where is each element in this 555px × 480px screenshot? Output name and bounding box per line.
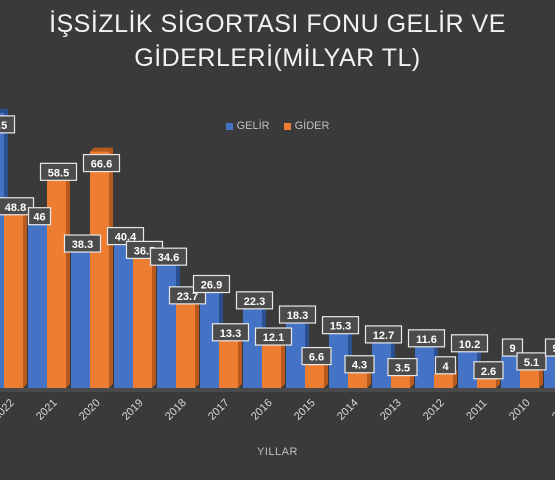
svg-text:9: 9	[509, 343, 515, 355]
svg-text:77.5: 77.5	[0, 120, 7, 132]
svg-text:12.1: 12.1	[263, 332, 284, 344]
x-tick-label-2014: 2014	[335, 397, 361, 423]
x-tick-label-2018: 2018	[163, 397, 189, 423]
svg-text:58.5: 58.5	[48, 167, 69, 179]
data-label-gider-2022: 48.8	[0, 197, 35, 216]
svg-text:22.3: 22.3	[244, 296, 265, 308]
data-label-gider-2013: 3.5	[387, 357, 418, 377]
svg-text:2.6: 2.6	[481, 366, 496, 378]
svg-text:48.8: 48.8	[5, 202, 26, 214]
legend-label-gider: GİDER	[294, 120, 330, 132]
data-label-gider-2014: 4.3	[344, 355, 375, 374]
legend-swatch-gider	[283, 122, 291, 130]
x-tick-label-2017: 2017	[206, 397, 232, 423]
svg-text:36.5: 36.5	[134, 245, 155, 257]
x-tick-label-2015: 2015	[292, 397, 318, 423]
svg-text:38.3: 38.3	[72, 239, 93, 251]
data-label-gelir-2022: 77.5	[0, 115, 16, 134]
data-label-gelir-2011: 10.2	[450, 334, 489, 353]
data-label-gider-2012: 4	[434, 356, 457, 375]
data-label-gelir-2018: 34.6	[149, 247, 188, 266]
svg-text:13.3: 13.3	[220, 328, 241, 340]
chart-title-line-2: GİDERLERİ(MİLYAR TL)	[134, 44, 421, 72]
x-tick-label-2021: 2021	[34, 397, 60, 423]
svg-text:40.4: 40.4	[115, 232, 137, 244]
bar-gider-2017	[219, 336, 242, 388]
data-label-gider-2011: 2.6	[473, 361, 504, 380]
data-label-gelir-2014: 15.3	[321, 316, 360, 335]
data-label-gelir-2013: 12.7	[364, 325, 403, 344]
bar-gider-2016	[262, 341, 285, 388]
svg-text:5.1: 5.1	[524, 357, 539, 369]
data-label-gider-2020: 66.6	[82, 153, 121, 173]
bar-gider-2019	[133, 254, 156, 388]
data-label-gelir-2021: 46	[27, 207, 52, 226]
chart-floor	[0, 388, 555, 392]
bar-gider-2022	[4, 210, 27, 388]
x-tick-label-2022: 2022	[0, 397, 17, 423]
svg-text:66.6: 66.6	[91, 159, 112, 171]
svg-text:4: 4	[442, 361, 449, 373]
bar-gider-2018	[176, 299, 199, 388]
data-label-gider-2017: 13.3	[211, 323, 250, 342]
svg-text:10.2: 10.2	[459, 339, 480, 351]
x-tick-label-2009: 2009	[550, 397, 555, 423]
x-tick-label-2020: 2020	[77, 397, 103, 423]
svg-text:34.6: 34.6	[158, 252, 179, 264]
svg-text:3.5: 3.5	[395, 363, 410, 375]
svg-text:26.9: 26.9	[201, 280, 222, 292]
data-label-gider-2016: 12.1	[254, 327, 293, 346]
bar-gider-2020	[90, 147, 113, 388]
x-tick-label-2010: 2010	[507, 397, 533, 423]
chart-legend: GELİR GİDER	[0, 120, 555, 132]
svg-text:4.3: 4.3	[352, 360, 367, 372]
legend-label-gelir: GELİR	[236, 120, 270, 132]
chart-title-line-1: İŞSİZLİK SİGORTASI FONU GELİR VE	[49, 10, 506, 38]
svg-text:18.3: 18.3	[287, 310, 308, 322]
data-label-gider-2015: 6.6	[301, 346, 332, 366]
svg-text:11.6: 11.6	[416, 334, 437, 346]
x-tick-label-2016: 2016	[249, 397, 275, 423]
svg-text:46: 46	[33, 212, 45, 224]
svg-text:9: 9	[552, 343, 555, 355]
x-tick-label-2013: 2013	[378, 397, 404, 423]
svg-text:23.7: 23.7	[177, 291, 198, 303]
legend-item-gider: GİDER	[283, 120, 330, 132]
legend-item-gelir: GELİR	[225, 120, 270, 132]
x-tick-label-2011: 2011	[464, 397, 489, 422]
x-tick-label-2019: 2019	[120, 397, 146, 423]
data-label-gelir-2019: 40.4	[106, 226, 145, 246]
data-label-gider-2021: 58.5	[39, 162, 78, 181]
data-label-gelir-2020: 38.3	[63, 234, 102, 253]
legend-swatch-gelir	[225, 122, 233, 130]
data-label-gelir-2012: 11.6	[407, 329, 446, 348]
svg-text:12.7: 12.7	[373, 330, 394, 342]
x-axis-title: YILLAR	[257, 446, 298, 458]
data-label-gelir-2016: 22.3	[235, 291, 274, 310]
x-tick-label-2012: 2012	[421, 397, 447, 423]
data-label-gelir-2017: 26.9	[192, 274, 231, 294]
svg-text:6.6: 6.6	[309, 352, 324, 364]
svg-text:15.3: 15.3	[330, 321, 351, 333]
data-label-gider-2010: 5.1	[516, 352, 547, 371]
data-label-gelir-2015: 18.3	[278, 305, 317, 324]
data-label-gelir-2009: 9	[544, 338, 555, 357]
data-label-gelir-2010: 9	[501, 338, 524, 357]
